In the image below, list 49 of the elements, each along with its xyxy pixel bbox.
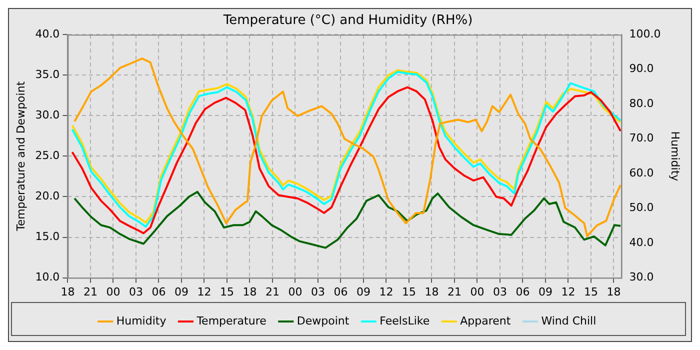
x-tick-label: 09 [356, 285, 370, 298]
y2-tick-label: 60.0 [629, 166, 654, 180]
x-tick-label: 12 [379, 285, 394, 298]
x-tick-label: 03 [128, 285, 143, 298]
x-tick-label: 12 [197, 285, 212, 298]
x-tick-label: 18 [424, 285, 439, 298]
legend-label: Wind Chill [541, 314, 596, 328]
x-tick-label: 15 [220, 285, 234, 298]
y-axis-title: Temperature and Dewpoint [14, 80, 28, 232]
legend-label: Temperature [196, 314, 267, 328]
x-tick-label: 21 [265, 285, 280, 298]
x-tick-label: 06 [152, 285, 166, 298]
y2-tick-label: 90.0 [629, 62, 654, 76]
y-tick-label: 30.0 [35, 108, 60, 122]
x-tick-label: 18 [606, 285, 621, 298]
x-tick-label: 21 [83, 285, 98, 298]
x-tick-label: 03 [310, 285, 325, 298]
y-tick-label: 20.0 [35, 190, 60, 203]
y2-tick-label: 40.0 [629, 236, 654, 249]
y2-tick-label: 80.0 [629, 96, 654, 110]
legend-label: Humidity [116, 314, 167, 328]
y-tick-label: 25.0 [35, 149, 60, 162]
y-tick-label: 35.0 [35, 68, 60, 81]
x-tick-label: 09 [174, 285, 188, 298]
x-tick-label: 00 [470, 285, 484, 298]
y2-tick-label: 50.0 [629, 201, 654, 214]
x-tick-label: 00 [106, 285, 120, 298]
y2-tick-label: 100.0 [629, 27, 661, 40]
x-tick-label: 15 [584, 285, 598, 298]
x-tick-label: 03 [492, 285, 507, 298]
y2-axis-title: Humidity [668, 131, 682, 182]
legend-label: FeelsLike [380, 314, 430, 328]
x-tick-label: 21 [447, 285, 462, 298]
x-tick-label: 18 [60, 285, 75, 298]
x-tick-label: 15 [402, 285, 416, 298]
x-tick-label: 06 [334, 285, 348, 298]
x-tick-label: 18 [242, 285, 257, 298]
y2-tick-label: 30.0 [629, 270, 654, 284]
x-tick-label: 00 [288, 285, 302, 298]
legend-label: Dewpoint [296, 314, 350, 328]
y-tick-label: 10.0 [35, 270, 60, 284]
y2-tick-label: 70.0 [629, 132, 654, 145]
chart-title: Temperature (°C) and Humidity (RH%) [222, 13, 473, 28]
y-tick-label: 40.0 [35, 27, 60, 40]
y-tick-label: 15.0 [35, 230, 60, 244]
x-tick-label: 09 [538, 285, 552, 298]
x-tick-label: 06 [516, 285, 530, 298]
legend-label: Apparent [460, 314, 512, 328]
x-tick-label: 12 [561, 285, 576, 298]
